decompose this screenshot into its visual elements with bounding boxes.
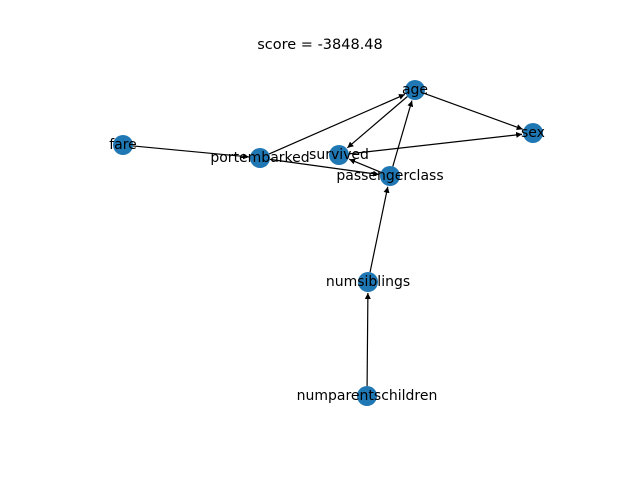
edge-age-to-survived — [346, 96, 408, 149]
node-label-survived: survived — [309, 147, 369, 163]
node-numsiblings — [358, 272, 378, 292]
nodes-layer — [113, 80, 543, 406]
edge-passengerclass-to-age — [392, 100, 414, 167]
chart-title: score = -3848.48 — [257, 37, 383, 53]
node-label-sex: sex — [521, 125, 545, 141]
node-sex — [523, 123, 543, 143]
edges-layer — [132, 92, 523, 387]
edge-numsiblings-to-passengerclass — [369, 186, 390, 273]
edge-portembarked-to-passengerclass — [269, 158, 380, 177]
node-label-numparentschildren: numparentschildren — [297, 388, 438, 404]
node-label-portembarked: portembarked — [210, 150, 309, 166]
edge-age-to-sex — [424, 92, 523, 130]
node-portembarked — [250, 148, 270, 168]
node-label-fare: fare — [109, 137, 137, 153]
edge-portembarked-to-age — [268, 93, 406, 155]
node-label-age: age — [402, 82, 428, 98]
edge-passengerclass-to-survived — [348, 158, 381, 173]
labels-layer: age sex fare portembarked survived passengerc… — [109, 82, 545, 404]
node-fare — [113, 135, 133, 155]
node-label-passengerclass: passengerclass — [336, 168, 443, 184]
edge-survived-to-sex — [348, 131, 523, 155]
node-age — [405, 80, 425, 100]
node-passengerclass — [380, 166, 400, 186]
edge-fare-to-portembarked — [132, 145, 250, 160]
node-label-numsiblings: numsiblings — [326, 274, 410, 290]
node-survived — [329, 145, 349, 165]
edge-numparentschildren-to-numsiblings — [364, 292, 371, 387]
node-numparentschildren — [357, 386, 377, 406]
